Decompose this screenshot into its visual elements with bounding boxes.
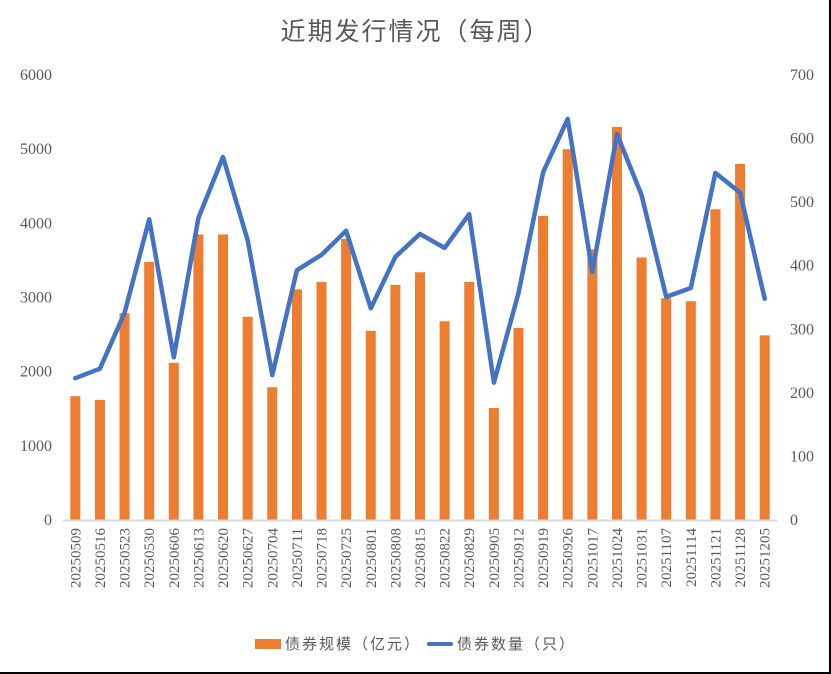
line-series (73, 116, 767, 385)
y-left-tick-label: 1000 (20, 438, 52, 455)
x-tick-label: 20251107 (659, 528, 675, 588)
y-left-tick-label: 6000 (20, 67, 52, 84)
legend-item-bar[interactable]: 债券规模（亿元） (254, 633, 421, 654)
y-right-tick-label: 200 (790, 385, 814, 402)
x-tick-label: 20250516 (93, 528, 109, 589)
y-left-tick-label: 3000 (20, 290, 52, 307)
bar (119, 313, 130, 520)
x-tick-label: 20250718 (315, 528, 331, 588)
bar (341, 238, 352, 521)
x-tick-label: 20250725 (339, 528, 355, 588)
bar (70, 396, 81, 520)
y-right-tick-label: 700 (790, 67, 814, 84)
bar (267, 387, 278, 520)
x-tick-label: 20250829 (462, 528, 478, 588)
x-tick-label: 20251121 (708, 528, 724, 587)
bar (291, 289, 302, 520)
bar (587, 249, 598, 520)
y-right-tick-label: 400 (790, 258, 814, 275)
bar (390, 284, 401, 520)
bar (218, 234, 229, 521)
bar (365, 330, 376, 520)
bar (538, 215, 549, 520)
bar (94, 399, 105, 520)
x-tick-label: 20250627 (241, 528, 257, 589)
x-tick-label: 20250711 (290, 528, 306, 587)
bar (168, 362, 179, 520)
bar (439, 321, 450, 520)
bar (513, 327, 524, 520)
bar (759, 335, 770, 520)
x-tick-label: 20251031 (635, 528, 651, 588)
legend: 债券规模（亿元） 债券数量（只） (0, 633, 831, 654)
y-right-tick-label: 500 (790, 194, 814, 211)
legend-item-line[interactable]: 债券数量（只） (427, 633, 576, 654)
x-tick-label: 20250912 (511, 528, 527, 588)
x-tick-label: 20250606 (167, 528, 183, 589)
x-axis-labels: 20250509 20250516 20250523 20250530 20250606… (68, 528, 773, 589)
bar (144, 261, 155, 520)
x-tick-label: 20250620 (216, 528, 232, 588)
x-tick-label: 20250801 (364, 528, 380, 588)
x-tick-label: 20251114 (684, 528, 700, 587)
x-tick-label: 20250905 (487, 528, 503, 588)
y-left-tick-label: 0 (44, 512, 52, 529)
bar (415, 272, 425, 520)
y-axis-right: 0 100 200 300 400 500 600 700 (790, 67, 814, 529)
chart-title: 近期发行情况（每周） (280, 17, 551, 46)
bar (735, 164, 746, 520)
y-axis-left: 0 1000 2000 3000 4000 5000 6000 (20, 67, 52, 529)
bar (242, 316, 253, 520)
x-tick-label: 20250530 (142, 528, 158, 588)
x-tick-label: 20250822 (438, 528, 454, 588)
x-tick-label: 20251017 (585, 528, 601, 589)
y-left-tick-label: 2000 (20, 364, 52, 381)
x-tick-label: 20251128 (733, 528, 749, 587)
bar (562, 149, 573, 520)
x-tick-label: 20250919 (536, 528, 552, 588)
line-swatch-icon (427, 641, 453, 646)
y-left-tick-label: 4000 (20, 215, 52, 232)
y-right-tick-label: 0 (790, 512, 798, 529)
y-left-tick-label: 5000 (20, 141, 52, 158)
x-tick-label: 20250704 (265, 528, 281, 589)
bar (710, 209, 721, 520)
y-right-tick-label: 600 (790, 131, 814, 148)
x-tick-label: 20250808 (388, 528, 404, 588)
x-tick-label: 20251205 (758, 528, 774, 588)
x-tick-label: 20250926 (561, 528, 577, 589)
x-tick-label: 20251024 (610, 528, 626, 589)
legend-bar-label: 债券规模（亿元） (284, 635, 421, 653)
bar (611, 126, 622, 521)
bar (661, 298, 672, 520)
legend-line-label: 债券数量（只） (457, 635, 577, 653)
bar (636, 257, 647, 520)
x-tick-label: 20250509 (68, 528, 84, 588)
bar (193, 234, 204, 521)
bar (685, 301, 696, 520)
bar-swatch-icon (254, 638, 281, 649)
bar (464, 281, 475, 520)
bar-series (70, 126, 770, 521)
bar (316, 281, 327, 520)
x-tick-label: 20250815 (413, 528, 429, 588)
x-tick-label: 20250523 (118, 528, 134, 588)
x-tick-label: 20250613 (191, 528, 207, 588)
bar (488, 408, 499, 520)
y-right-tick-label: 100 (790, 448, 814, 465)
y-right-tick-label: 300 (790, 321, 814, 338)
